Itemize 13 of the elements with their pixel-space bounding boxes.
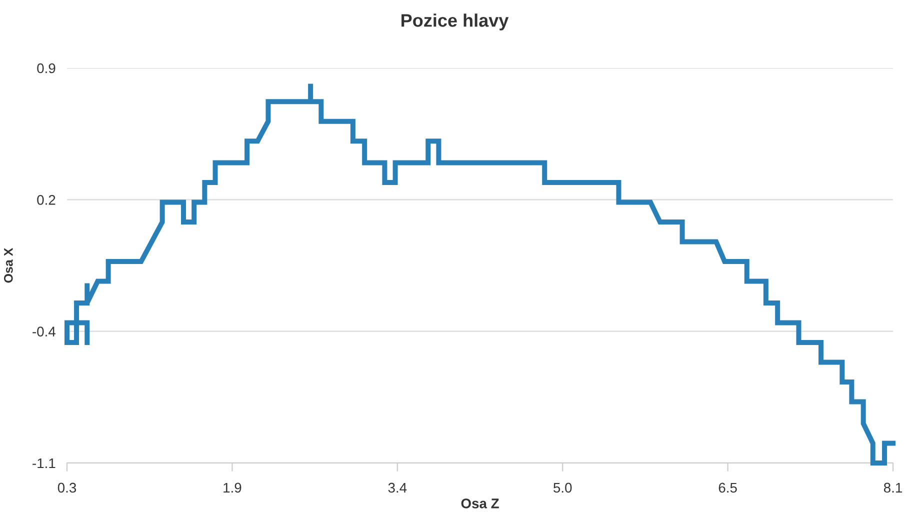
x-tick-label: 5.0 (554, 482, 572, 493)
x-tick-label: 6.5 (718, 482, 737, 493)
y-axis-title: Osa X (4, 248, 13, 283)
y-tick-label: -1.1 (32, 458, 56, 468)
y-tick-label: 0.9 (37, 63, 56, 74)
x-tick-label: 0.3 (58, 482, 76, 493)
x-tick-label: 8.1 (884, 482, 902, 493)
x-tick-label: 3.4 (388, 482, 407, 493)
x-axis-title: Osa Z (461, 498, 499, 508)
chart-title: Pozice hlavy (402, 14, 509, 30)
y-tick-label: 0.2 (37, 195, 56, 205)
x-tick-label: 1.9 (224, 482, 242, 493)
y-tick-label: -0.4 (32, 326, 56, 336)
